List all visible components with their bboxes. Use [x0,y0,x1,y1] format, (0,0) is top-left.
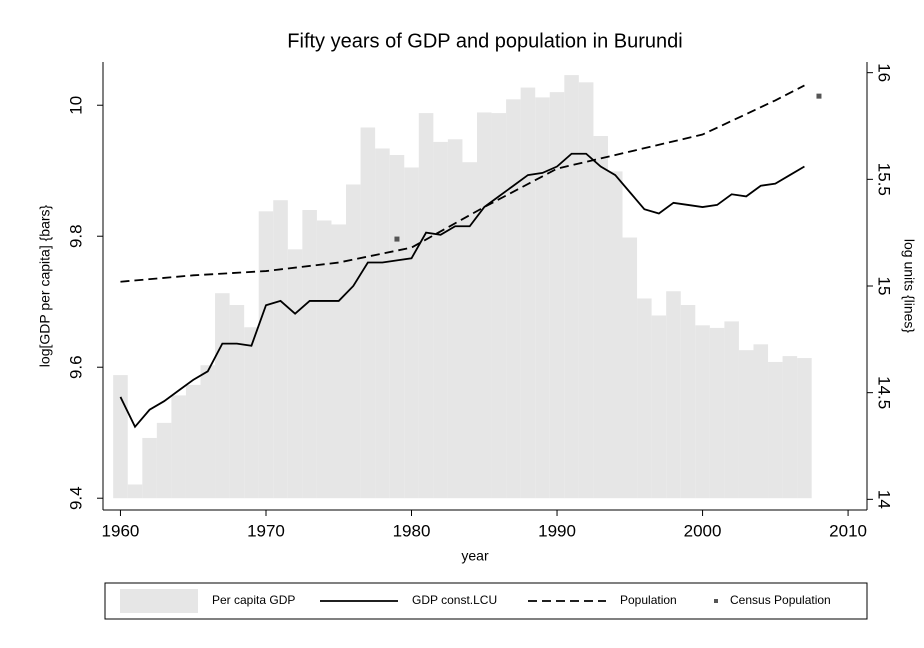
bar [797,358,812,499]
bar [564,75,579,499]
bar [651,315,667,499]
bar [287,249,303,499]
y2-tick-label: 15.5 [875,163,894,196]
legend-box [104,582,868,620]
legend-label: Per capita GDP [212,593,295,607]
bar [666,291,681,499]
bar [433,141,448,499]
y-tick-label: 9.6 [66,355,85,379]
bar [302,210,317,499]
bar [447,139,463,499]
y2-tick-label: 15 [875,277,894,296]
legend-label: Population [620,593,677,607]
bar [680,304,696,499]
legend-label: Census Population [730,593,831,607]
bar [156,422,172,499]
bar [607,171,623,499]
bar [637,298,652,499]
bar [215,293,230,499]
y-tick-label: 9.8 [66,224,85,248]
bar [185,384,201,499]
bar [549,92,565,499]
bar [418,113,434,499]
bar [622,237,638,499]
bar [738,350,754,499]
legend-swatch [120,589,198,613]
bar [200,365,216,499]
line-series [120,84,805,283]
bar [244,327,259,499]
bar [360,127,376,499]
bar [578,82,594,499]
scatter-point [816,93,822,99]
bar [768,361,783,499]
bar [273,200,288,499]
y2-tick-label: 16 [875,63,894,82]
bar [476,112,492,499]
bar [491,113,507,499]
y2-tick-label: 14 [875,490,894,509]
bar [506,99,521,499]
bar [782,356,798,499]
bar [404,167,419,499]
bar [724,321,739,499]
bar [346,184,361,499]
y-axis-title: log[GDP per capita] {bars} [37,204,53,367]
x-tick-label: 1990 [538,521,576,540]
bar [520,87,536,499]
bar [535,97,550,499]
bar [127,484,143,499]
x-tick-label: 2000 [684,521,722,540]
bar [695,325,710,499]
x-tick-label: 2010 [829,521,867,540]
chart-title: Fifty years of GDP and population in Bur… [287,30,682,52]
bar [142,437,157,499]
y2-tick-label: 14.5 [875,376,894,409]
bar [171,395,186,499]
legend-marker [714,599,718,603]
x-tick-label: 1980 [393,521,431,540]
x-axis-title: year [461,548,489,564]
bar [709,327,725,499]
y-tick-label: 9.4 [66,486,85,510]
bar [316,220,332,499]
y-tick-label: 10 [66,96,85,115]
bar [375,148,390,499]
bar [258,211,274,499]
bar [389,155,405,499]
bar [331,224,347,499]
x-tick-label: 1960 [102,521,140,540]
bar [113,375,128,499]
x-tick-label: 1970 [247,521,285,540]
y2-axis-title: log units {lines} [901,239,917,334]
scatter-point [394,236,400,242]
bar [229,304,245,499]
legend-label: GDP const.LCU [412,593,497,607]
bar [462,162,477,499]
bar [753,344,769,499]
line-series [119,152,805,429]
bar [593,136,608,499]
